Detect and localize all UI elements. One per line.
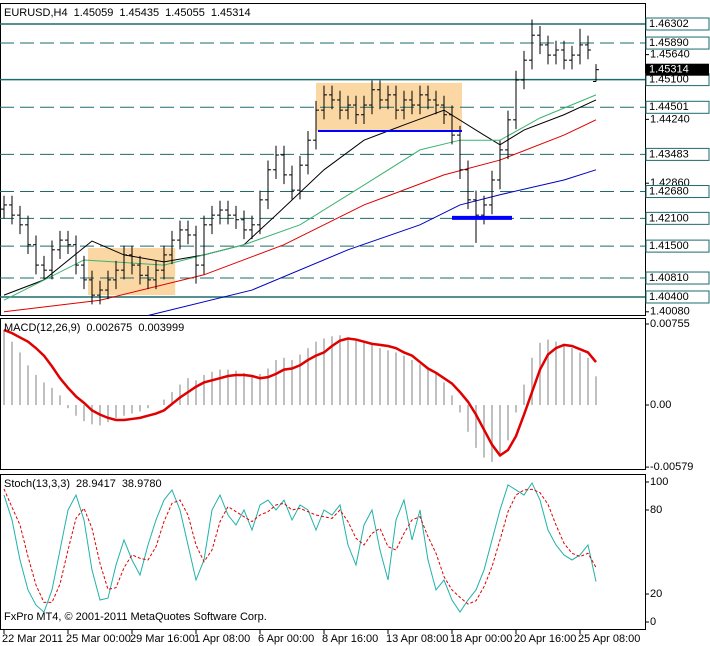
y-tick-label: 0 — [650, 616, 656, 628]
signal-line — [3, 488, 597, 605]
current-price: 1.45314 — [649, 64, 689, 76]
level-label: 1.40400 — [649, 291, 689, 303]
moving-average — [147, 169, 597, 316]
header-title: EURUSD,H4 — [4, 7, 68, 19]
x-tick-label: 25 Apr 08:00 — [578, 633, 640, 645]
level-label-box — [645, 147, 710, 161]
moving-average — [3, 119, 597, 313]
x-tick-label: 22 Mar 2011 — [2, 633, 63, 645]
level-label: 1.41500 — [649, 240, 689, 252]
level-label: 1.42100 — [649, 212, 689, 224]
level-label-box — [645, 36, 710, 50]
header-value: 1.45059 — [74, 7, 114, 19]
y-tick-label: 1.44240 — [650, 113, 690, 125]
y-tick-label: 0.00755 — [650, 318, 690, 330]
current-price-box — [646, 63, 709, 76]
panel-frame — [0, 318, 646, 470]
x-tick-label: 25 Mar 00:00 — [66, 633, 131, 645]
header-value: 0.002675 — [86, 322, 132, 334]
level-label: 1.44501 — [649, 101, 689, 113]
level-label: 1.43483 — [649, 148, 689, 160]
level-label-box — [645, 239, 710, 253]
x-tick-label: 18 Apr 00:00 — [450, 633, 512, 645]
header-title: MACD(12,26,9) — [4, 322, 80, 334]
panel-header: Stoch(13,3,3) 28.9417 38.9780 — [4, 478, 162, 490]
level-label-box — [645, 271, 710, 285]
header-title: Stoch(13,3,3) — [4, 478, 70, 490]
level-label-box — [645, 17, 710, 31]
y-tick-label: 1.40080 — [650, 306, 690, 318]
y-tick-label: 1.45640 — [650, 49, 690, 61]
level-label: 1.45890 — [649, 37, 689, 49]
level-label: 1.45100 — [649, 74, 689, 86]
y-tick-label: 100 — [650, 476, 668, 488]
header-value: 0.003999 — [138, 322, 184, 334]
x-tick-label: 8 Apr 16:00 — [322, 633, 378, 645]
level-label: 1.46302 — [649, 18, 689, 30]
level-label-box — [645, 185, 710, 199]
level-label-box — [645, 211, 710, 225]
moving-average — [3, 94, 597, 301]
y-tick-label: 0.00 — [650, 399, 671, 411]
level-label: 1.42680 — [649, 185, 689, 197]
level-label-box — [645, 290, 710, 304]
panel-header: MACD(12,26,9) 0.002675 0.003999 — [4, 322, 184, 334]
header-value: 28.9417 — [76, 478, 116, 490]
header-value: 1.45435 — [119, 7, 159, 19]
panel-header: EURUSD,H4 1.45059 1.45435 1.45055 1.45314 — [4, 7, 251, 19]
x-tick-label: 6 Apr 00:00 — [258, 633, 314, 645]
level-label-box — [645, 100, 710, 114]
y-tick-label: 80 — [650, 504, 662, 516]
header-value: 38.9780 — [122, 478, 162, 490]
header-value: 1.45055 — [165, 7, 205, 19]
footer: FxPro MT4, © 2001-2011 MetaQuotes Softwa… — [4, 611, 267, 623]
x-tick-label: 20 Apr 16:00 — [514, 633, 576, 645]
x-tick-label: 13 Apr 08:00 — [386, 633, 448, 645]
x-tick-label: 1 Apr 08:00 — [194, 633, 250, 645]
y-tick-label: -0.00579 — [650, 461, 693, 473]
header-value: 1.45314 — [211, 7, 251, 19]
main-line — [3, 481, 597, 613]
x-tick-label: 29 Mar 16:00 — [130, 633, 195, 645]
y-tick-label: 20 — [650, 588, 662, 600]
signal-line — [3, 328, 597, 458]
panel-frame — [0, 474, 646, 630]
level-label: 1.40810 — [649, 272, 689, 284]
